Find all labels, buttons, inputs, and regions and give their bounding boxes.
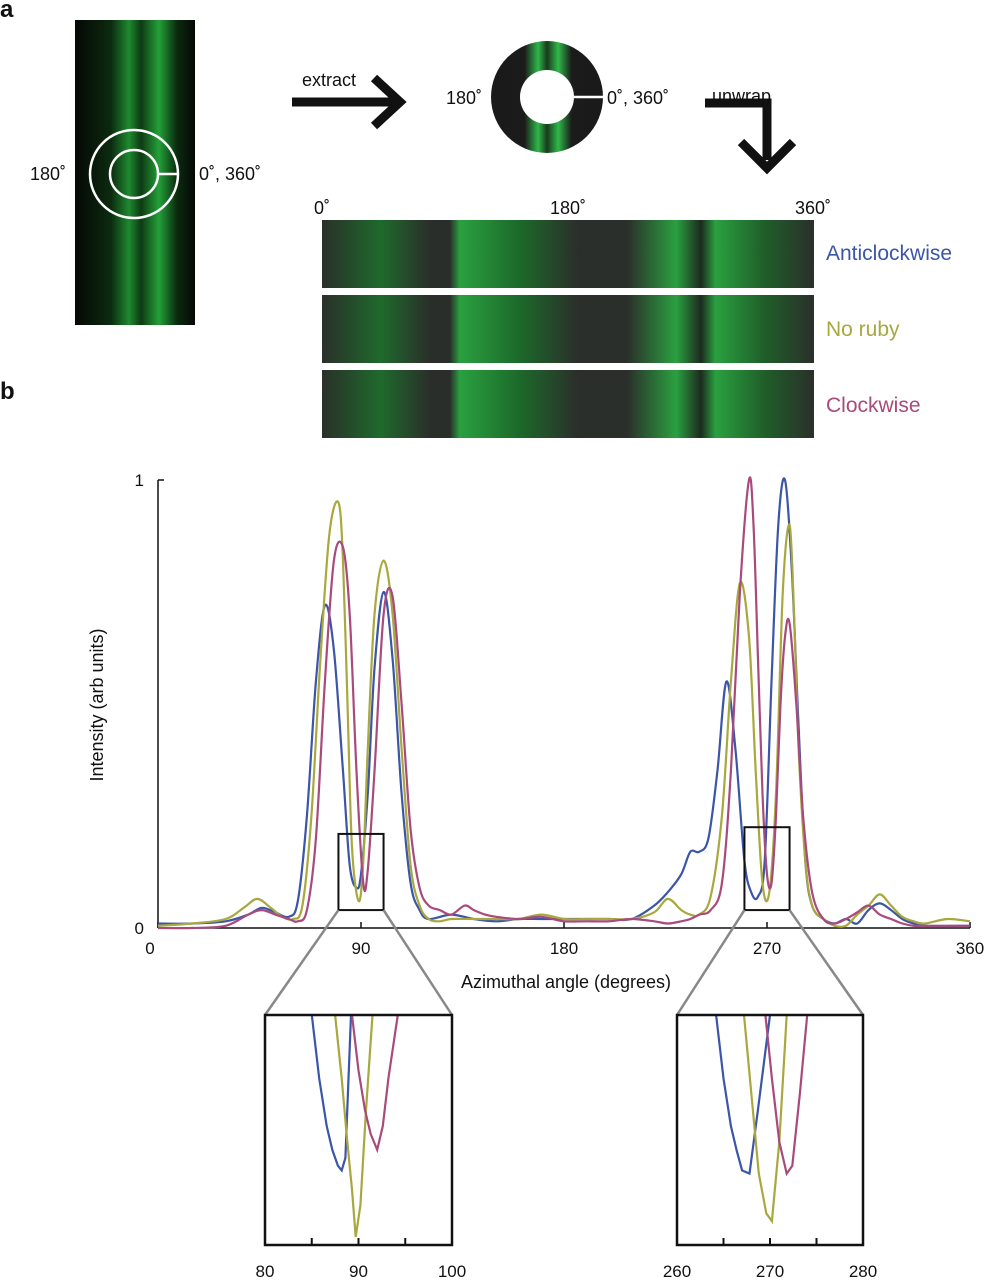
strip-anticlockwise (322, 220, 814, 288)
zoom-connector (382, 909, 454, 1016)
x-axis-label: Azimuthal angle (degrees) (461, 972, 671, 992)
extract-label: extract (302, 70, 357, 90)
inset-frame (263, 1013, 454, 1247)
ring-label-180: 180˚ (446, 88, 483, 108)
left-ring-label-0: 0˚, 360˚ (199, 164, 262, 184)
panel-label-a: a (0, 0, 14, 23)
x-tick-label: 180 (550, 939, 578, 958)
beam-image (75, 20, 195, 325)
strip-label-no-ruby: No ruby (826, 318, 900, 341)
y-tick-label: 1 (135, 471, 144, 490)
zoom-box-1 (337, 832, 385, 912)
inset-tick-label: 280 (849, 1262, 877, 1281)
inset-tick-label: 100 (438, 1262, 466, 1281)
inset-series-line-no-ruby (334, 1015, 374, 1238)
zoom-box-2 (743, 826, 791, 912)
strip-clockwise (322, 370, 814, 438)
unwrap-arrow (705, 98, 797, 175)
left-ring-label-180: 180˚ (30, 164, 67, 184)
strip-label-clockwise: Clockwise (826, 394, 921, 417)
zoom-boxes (263, 826, 865, 1016)
donut-image (491, 41, 603, 153)
zoom-connector (788, 909, 865, 1016)
series-line-anticlockwise (157, 477, 971, 928)
inset-series-line-anticlockwise (715, 1015, 772, 1176)
inset-tick-label: 260 (663, 1262, 691, 1281)
extract-arrow (292, 74, 407, 130)
unwrap-label: unwrap (712, 86, 772, 106)
strip-label-anticlockwise: Anticlockwise (826, 242, 953, 265)
panel-label-b: b (0, 378, 15, 405)
x-tick-label: 270 (753, 939, 781, 958)
unwrap-tick-360: 360˚ (795, 198, 832, 218)
unwrap-tick-180: 180˚ (550, 198, 587, 218)
series-line-no-ruby (157, 500, 971, 928)
main-axes: 0 90 180 270 360 0 1 (135, 471, 985, 958)
main-lines (157, 476, 971, 930)
x-tick-label: 90 (352, 939, 371, 958)
y-axis-label: Intensity (arb units) (87, 628, 107, 781)
strip-no-ruby (322, 295, 814, 363)
zoom-connector (675, 909, 746, 1016)
unwrap-tick-0: 0˚ (314, 198, 331, 218)
inset-series-line-clockwise (764, 1015, 809, 1177)
inset-260-280: 260 270 280 (663, 1013, 877, 1281)
x-tick-label: 0 (145, 939, 154, 958)
ring-label-0: 0˚, 360˚ (607, 88, 670, 108)
inset-series-line-clockwise (350, 1015, 399, 1154)
inset-tick-label: 90 (349, 1262, 368, 1281)
y-tick-label: 0 (135, 919, 144, 938)
inset-series-line-anticlockwise (310, 1015, 353, 1173)
zoom-connector (263, 909, 340, 1016)
inset-tick-label: 270 (756, 1262, 784, 1281)
inset-tick-label: 80 (256, 1262, 275, 1281)
series-line-clockwise (157, 476, 970, 930)
x-tick-label: 360 (956, 939, 984, 958)
panel-a-illustration (75, 20, 814, 438)
inset-80-100: 80 90 100 (256, 1013, 466, 1281)
